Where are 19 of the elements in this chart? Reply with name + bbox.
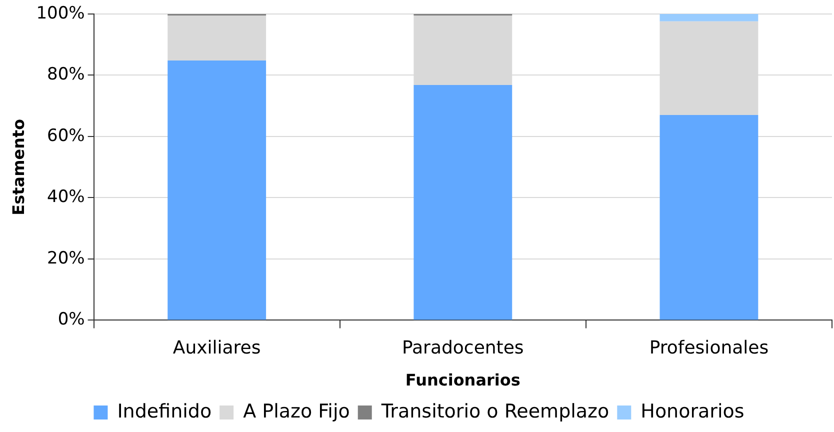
x-tick-label: Profesionales <box>649 338 769 359</box>
y-tick-label: 0% <box>58 310 85 330</box>
x-axis-title: Funcionarios <box>405 370 520 390</box>
legend-label: Transitorio o Reemplazo <box>380 400 610 422</box>
x-tick-label: Paradocentes <box>402 338 524 359</box>
y-tick-label: 80% <box>47 64 85 85</box>
legend-label: Honorarios <box>640 400 744 422</box>
legend-label: Indefinido <box>117 400 212 422</box>
y-tick-label: 100% <box>36 3 85 24</box>
y-axis-title: Estamento <box>8 118 28 216</box>
bar <box>660 14 758 22</box>
bar <box>168 60 266 320</box>
y-tick-label: 60% <box>47 126 85 146</box>
y-tick-label: 40% <box>47 187 85 208</box>
legend-label: A Plazo Fijo <box>243 400 350 422</box>
x-tick-label: Auxiliares <box>172 338 261 359</box>
bar <box>414 85 512 320</box>
y-tick-label: 20% <box>47 248 85 268</box>
bar <box>660 115 758 320</box>
